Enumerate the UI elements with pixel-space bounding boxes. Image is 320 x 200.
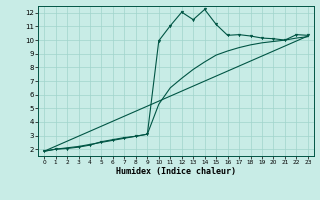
X-axis label: Humidex (Indice chaleur): Humidex (Indice chaleur) <box>116 167 236 176</box>
